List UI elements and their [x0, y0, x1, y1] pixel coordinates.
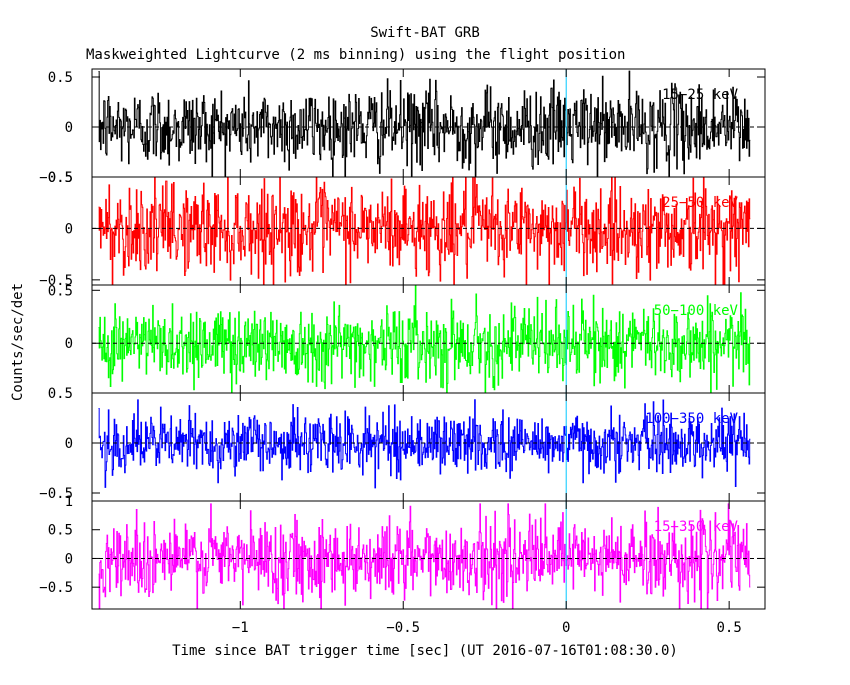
y-tick-label-0-2: 0.5 — [48, 70, 73, 86]
chart-title: Swift-BAT GRB — [370, 25, 480, 41]
band-label-0: 15−25 keV — [662, 87, 738, 103]
series-line-1 — [98, 177, 751, 285]
band-label-1: 25−50 keV — [662, 195, 738, 211]
y-tick-label-1-2: 0.5 — [48, 170, 73, 186]
y-tick-label-1-1: 0 — [65, 221, 73, 237]
chart-subtitle: Maskweighted Lightcurve (2 ms binning) u… — [86, 47, 625, 63]
y-tick-label-4-3: 1 — [65, 494, 73, 510]
y-tick-label-4-0: −0.5 — [39, 580, 73, 596]
y-tick-label-2-1: 0.5 — [48, 283, 73, 299]
x-axis-label: Time since BAT trigger time [sec] (UT 20… — [172, 643, 678, 659]
panel-frame-4 — [91, 500, 766, 610]
series-line-2 — [98, 285, 751, 393]
panel-1: −0.5 0 0.5 25−50 keV — [39, 170, 766, 289]
band-label-3: 100−350 keV — [645, 411, 738, 427]
panel-3: −0.5 0 0.5 100−350 keV — [39, 386, 766, 502]
x-tick-label-0: −1 — [232, 620, 249, 636]
y-tick-label-0-1: 0 — [65, 120, 73, 136]
y-tick-label-0-0: −0.5 — [39, 170, 73, 186]
band-label-4: 15−350 keV — [654, 519, 739, 535]
y-tick-label-4-2: 0.5 — [48, 523, 73, 539]
panels-group: −0.5 0 0.5 15−25 keV −0.5 0 0.5 25−50 keV 0 0.5 50… — [39, 68, 766, 636]
panel-4: −0.5 0 0.5 1 15−350 keV — [39, 494, 766, 610]
y-tick-label-3-2: 0.5 — [48, 386, 73, 402]
panel-2: 0 0.5 50−100 keV — [48, 283, 766, 394]
y-tick-label-3-1: 0 — [65, 436, 73, 452]
x-tick-label-3: 0.5 — [717, 620, 742, 636]
y-tick-label-2-0: 0 — [65, 336, 73, 352]
series-line-3 — [98, 399, 751, 489]
y-tick-label-4-1: 0 — [65, 551, 73, 567]
y-axis-label: Counts/sec/det — [10, 283, 26, 401]
y-tick-label-3-0: −0.5 — [39, 486, 73, 502]
panel-0: −0.5 0 0.5 15−25 keV — [39, 68, 766, 186]
x-tick-label-2: 0 — [562, 620, 570, 636]
x-tick-label-1: −0.5 — [386, 620, 420, 636]
y-tick-label-1-0: −0.5 — [39, 273, 73, 289]
series-line-0 — [98, 70, 751, 177]
band-label-2: 50−100 keV — [654, 303, 739, 319]
